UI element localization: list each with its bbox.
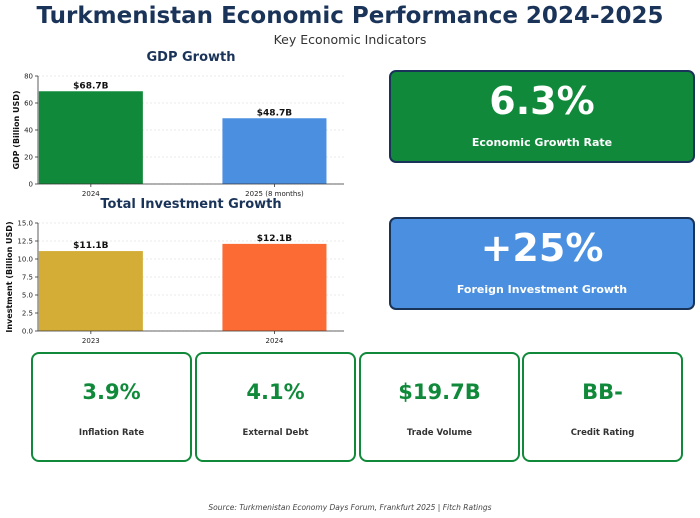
- foreign-investment-value: +25%: [480, 226, 604, 270]
- inflation-rate-value: 3.9%: [82, 380, 141, 404]
- economic-growth-card: 6.3% Economic Growth Rate: [389, 70, 695, 163]
- page-title: Turkmenistan Economic Performance 2024-2…: [36, 3, 664, 29]
- y-tick-label: 7.5: [22, 274, 33, 282]
- y-tick-label: 15.0: [17, 220, 33, 228]
- inflation-rate-label: Inflation Rate: [78, 428, 145, 438]
- bar-value-label: $12.1B: [257, 234, 292, 244]
- bar-value-label: $48.7B: [257, 108, 292, 118]
- y-tick-label: 2.5: [22, 310, 33, 318]
- trade-volume-card: $19.7B Trade Volume: [359, 352, 520, 462]
- economic-growth-value: 6.3%: [489, 79, 595, 123]
- page-subtitle: Key Economic Indicators: [273, 32, 427, 47]
- inflation-rate-card: 3.9% Inflation Rate: [31, 352, 192, 462]
- y-tick-label: 80: [24, 73, 33, 81]
- credit-rating-label: Credit Rating: [570, 428, 635, 438]
- y-tick-label: 0.0: [22, 328, 33, 336]
- x-tick-label: 2024: [82, 190, 100, 198]
- chart-title: GDP Growth: [146, 50, 235, 65]
- bar: [222, 118, 327, 184]
- bar: [38, 91, 143, 184]
- credit-rating-card: BB- Credit Rating: [522, 352, 683, 462]
- x-tick-label: 2025 (8 months): [245, 190, 304, 198]
- trade-volume-value: $19.7B: [398, 380, 481, 404]
- bar: [222, 243, 327, 331]
- investment-growth-chart: Total Investment Growth 0.0 2.5 5.0 7.5 10.0 1…: [5, 197, 344, 344]
- y-tick-label: 40: [24, 127, 33, 135]
- x-tick-label: 2023: [82, 337, 100, 344]
- foreign-investment-label: Foreign Investment Growth: [456, 283, 628, 296]
- foreign-investment-card: +25% Foreign Investment Growth: [389, 217, 695, 310]
- gdp-growth-chart: GDP Growth 0 20 40 60 80 $68.7B 2024 $48.7B 2025 …: [12, 50, 344, 198]
- chart-title: Total Investment Growth: [100, 197, 281, 212]
- y-tick-label: 5.0: [22, 292, 33, 300]
- y-tick-label: 60: [24, 100, 33, 108]
- bar-value-label: $11.1B: [73, 241, 108, 251]
- external-debt-card: 4.1% External Debt: [195, 352, 356, 462]
- y-tick-label: 0: [29, 181, 33, 189]
- external-debt-value: 4.1%: [246, 380, 305, 404]
- bar-value-label: $68.7B: [73, 81, 108, 91]
- source-note: Source: Turkmenistan Economy Days Forum,…: [208, 503, 492, 512]
- y-axis-label: GDP (Billion USD): [12, 90, 21, 169]
- bar: [38, 251, 143, 331]
- x-tick-label: 2024: [266, 337, 284, 344]
- trade-volume-label: Trade Volume: [406, 428, 473, 438]
- y-tick-label: 12.5: [17, 238, 33, 246]
- y-tick-label: 10.0: [17, 256, 33, 264]
- y-tick-label: 20: [24, 154, 33, 162]
- y-axis-label: Investment (Billion USD): [5, 221, 14, 332]
- credit-rating-value: BB-: [582, 380, 623, 404]
- economic-growth-label: Economic Growth Rate: [471, 136, 613, 149]
- external-debt-label: External Debt: [242, 428, 309, 438]
